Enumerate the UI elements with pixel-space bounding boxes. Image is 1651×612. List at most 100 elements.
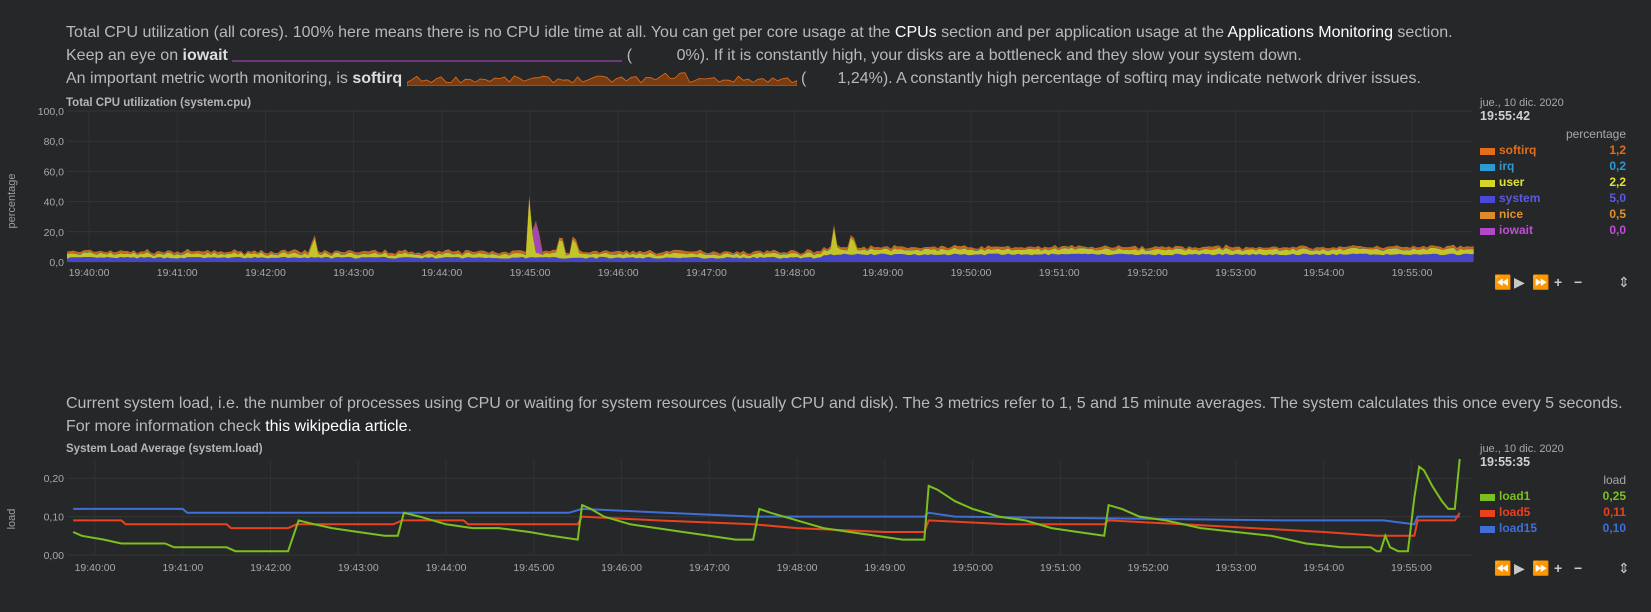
cpu-area-system — [67, 253, 1474, 262]
load-legend-time: 19:55:35 — [1480, 455, 1531, 469]
softirq-swatch — [1480, 148, 1495, 155]
cpu-y-tick: 40,0 — [44, 197, 65, 209]
load-legend: jue., 10 dic. 2020 19:55:35 load load1 0,… — [1480, 443, 1626, 543]
cpu-y-tick: 20,0 — [44, 227, 65, 239]
cpu-y-tick: 0,0 — [49, 257, 64, 269]
cpu-x-tick: 19:48:00 — [774, 267, 815, 279]
load-x-tick: 19:53:00 — [1215, 562, 1256, 574]
cpu-description: Total CPU utilization (all cores). 100% … — [66, 21, 1626, 90]
load-legend-unit: load — [1603, 473, 1626, 487]
legend-load5[interactable]: load5 0,11 — [1480, 505, 1626, 520]
cpu-x-tick: 19:54:00 — [1303, 267, 1344, 279]
cpu-x-tick: 19:49:00 — [862, 267, 903, 279]
cpu-area-iowait — [67, 197, 1474, 257]
softirq-metric: softirq — [352, 70, 403, 87]
cpu-description-line2: Keep an eye on iowait ( 0%). If it is co… — [66, 47, 1302, 64]
cpu-x-tick: 19:44:00 — [421, 267, 462, 279]
load-x-tick: 19:42:00 — [250, 562, 291, 574]
load-x-tick: 19:43:00 — [338, 562, 379, 574]
cpu-y-tick: 60,0 — [44, 166, 65, 178]
resize-icon[interactable]: ⇕ — [1618, 274, 1630, 290]
cpu-x-tick: 19:42:00 — [245, 267, 286, 279]
rewind-icon[interactable]: ⏪ — [1494, 560, 1512, 576]
cpu-description-line1: Total CPU utilization (all cores). 100% … — [66, 24, 1453, 41]
load1-swatch — [1480, 494, 1495, 501]
cpu-legend-unit: percentage — [1565, 127, 1626, 141]
load-x-tick: 19:50:00 — [952, 562, 993, 574]
cpu-chart[interactable]: 100,0 80,0 60,0 40,0 20,0 0,0 19:40:00 19:41:00… — [0, 105, 1480, 295]
fast-forward-icon[interactable]: ⏩ — [1532, 560, 1550, 576]
cpu-area-user — [67, 197, 1474, 259]
load-description: Current system load, i.e. the number of … — [66, 395, 1623, 435]
zoom-out-icon[interactable]: − — [1574, 560, 1583, 576]
iowait-value: 0% — [676, 47, 700, 64]
cpu-area-irq — [67, 197, 1474, 257]
cpu-area-nice — [67, 195, 1474, 255]
fast-forward-icon[interactable]: ⏩ — [1532, 274, 1550, 290]
iowait-swatch — [1480, 228, 1495, 235]
load-x-tick: 19:47:00 — [689, 562, 730, 574]
load-legend-date: jue., 10 dic. 2020 — [1480, 443, 1564, 455]
load-line-load5 — [73, 512, 1461, 537]
cpu-x-tick: 19:51:00 — [1039, 267, 1080, 279]
cpu-area-softirq — [67, 196, 1474, 256]
cpu-x-tick: 19:43:00 — [333, 267, 374, 279]
legend-load1[interactable]: load1 0,25 — [1480, 489, 1626, 504]
cpu-chart-title: Total CPU utilization (system.cpu) — [66, 97, 252, 109]
play-icon[interactable]: ▶ — [1514, 274, 1525, 290]
legend-softirq[interactable]: softirq 1,2 — [1480, 143, 1626, 158]
cpu-x-tick: 19:46:00 — [598, 267, 639, 279]
iowait-sparkline — [232, 60, 623, 62]
cpu-x-tick: 19:40:00 — [69, 267, 110, 279]
legend-load15[interactable]: load15 0,10 — [1480, 521, 1626, 536]
load-x-tick: 19:41:00 — [162, 562, 203, 574]
legend-irq[interactable]: irq 0,2 — [1480, 159, 1626, 174]
cpu-x-tick: 19:41:00 — [157, 267, 198, 279]
load-y-tick: 0,00 — [44, 550, 65, 562]
cpu-x-tick: 19:52:00 — [1127, 267, 1168, 279]
load-x-tick: 19:44:00 — [426, 562, 467, 574]
load-chart[interactable]: 0,20 0,10 0,00 19:40:00 19:41:00 19:42:00 19:4… — [0, 455, 1480, 585]
load-y-tick: 0,20 — [44, 473, 65, 485]
load-y-tick: 0,10 — [44, 512, 65, 524]
cpu-x-tick: 19:47:00 — [686, 267, 727, 279]
softirq-sparkline-area — [406, 72, 797, 86]
cpu-x-tick: 19:55:00 — [1392, 267, 1433, 279]
load-x-tick: 19:48:00 — [777, 562, 818, 574]
applications-monitoring-link[interactable]: Applications Monitoring — [1227, 24, 1393, 41]
load-x-tick: 19:49:00 — [864, 562, 905, 574]
load-x-tick: 19:52:00 — [1128, 562, 1169, 574]
zoom-out-icon[interactable]: − — [1574, 274, 1583, 290]
cpu-legend: jue., 10 dic. 2020 19:55:42 percentage s… — [1480, 97, 1626, 247]
load-x-tick: 19:55:00 — [1391, 562, 1432, 574]
user-swatch — [1480, 180, 1495, 187]
load-line-load1 — [72, 458, 1461, 553]
cpu-legend-date: jue., 10 dic. 2020 — [1480, 97, 1564, 109]
softirq-value: 1,24% — [837, 70, 883, 87]
cpu-legend-time: 19:55:42 — [1480, 109, 1531, 123]
load15-swatch — [1480, 526, 1495, 533]
zoom-in-icon[interactable]: + — [1554, 560, 1563, 576]
wikipedia-link[interactable]: this wikipedia article — [265, 418, 408, 435]
legend-user[interactable]: user 2,2 — [1480, 175, 1626, 190]
cpu-x-tick: 19:53:00 — [1215, 267, 1256, 279]
cpu-y-tick: 80,0 — [44, 136, 65, 148]
cpus-link[interactable]: CPUs — [894, 24, 937, 41]
legend-nice[interactable]: nice 0,5 — [1480, 207, 1626, 222]
legend-system[interactable]: system 5,0 — [1480, 191, 1626, 206]
rewind-icon[interactable]: ⏪ — [1494, 274, 1512, 290]
resize-icon[interactable]: ⇕ — [1618, 560, 1630, 576]
load-x-tick: 19:46:00 — [601, 562, 642, 574]
cpu-y-tick: 100,0 — [38, 106, 64, 118]
load-chart-title: System Load Average (system.load) — [66, 443, 263, 455]
load5-swatch — [1480, 510, 1495, 517]
cpu-x-tick: 19:50:00 — [951, 267, 992, 279]
system-swatch — [1480, 196, 1495, 203]
zoom-in-icon[interactable]: + — [1554, 274, 1563, 290]
load-x-tick: 19:54:00 — [1303, 562, 1344, 574]
play-icon[interactable]: ▶ — [1514, 560, 1525, 576]
load-x-tick: 19:51:00 — [1040, 562, 1081, 574]
load-x-tick: 19:40:00 — [75, 562, 116, 574]
legend-iowait[interactable]: iowait 0,0 — [1480, 223, 1626, 238]
nice-swatch — [1480, 212, 1495, 219]
